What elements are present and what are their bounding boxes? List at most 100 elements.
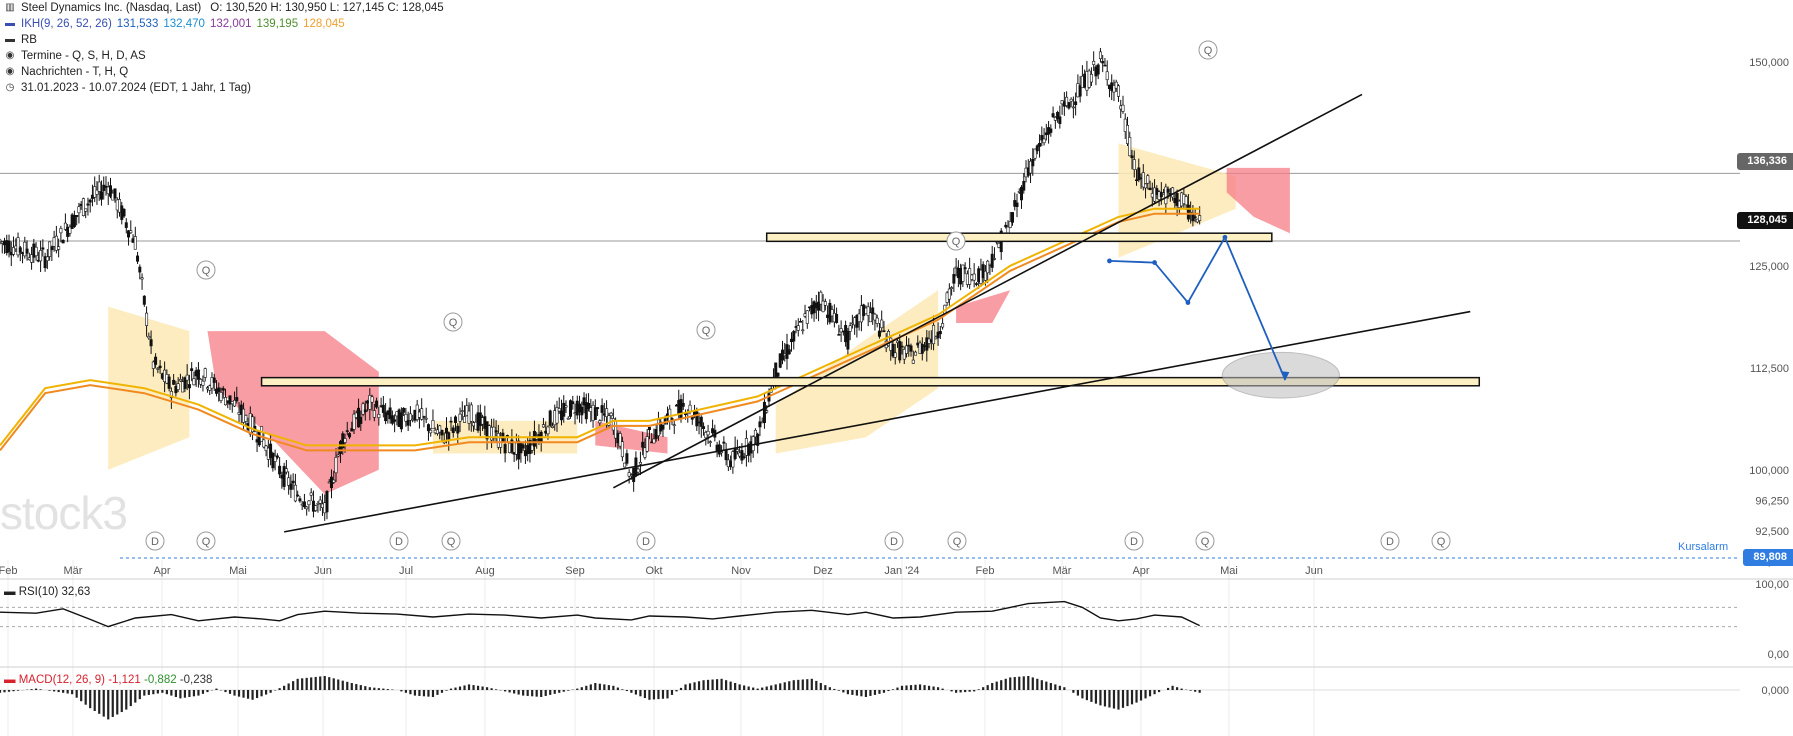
candle-body <box>45 256 49 261</box>
event-marker-quarterly[interactable]: Q <box>947 531 967 551</box>
candle-body <box>142 295 146 305</box>
candle-body <box>377 414 381 418</box>
price-tick-label: 92,500 <box>1755 526 1789 538</box>
candle-body <box>796 325 800 331</box>
event-marker-label: Q <box>1204 45 1213 57</box>
candle-body <box>1056 112 1060 120</box>
event-marker-pin <box>1198 40 1218 60</box>
date-range: 31.01.2023 - 10.07.2024 (EDT, 1 Jahr, 1 … <box>21 82 251 94</box>
candle-body <box>68 226 72 234</box>
chart-type-icon[interactable]: ▥ <box>5 2 15 13</box>
event-marker-quarterly[interactable]: Q <box>1198 40 1218 60</box>
candle-body <box>661 424 665 430</box>
candle-body <box>596 407 600 410</box>
price-axis: 150,000137,500125,000112,500100,00096,25… <box>1749 57 1789 569</box>
event-marker-pin <box>1124 531 1144 551</box>
candle-body <box>169 391 173 399</box>
legend-title-row: ▥ Steel Dynamics Inc. (Nasdaq, Last) O: … <box>4 0 444 16</box>
candle-body <box>469 404 473 422</box>
candle-body <box>742 456 746 458</box>
candle-body <box>837 334 841 336</box>
ikh-value: 132,470 <box>163 18 205 30</box>
candle-body <box>343 438 347 443</box>
legend-ikh-row[interactable]: ▬ IKH(9, 26, 52, 26) 131,533 132,470 132,0… <box>4 16 444 32</box>
rsi-tick-label: 100,00 <box>1755 579 1789 591</box>
candle-body <box>765 410 769 413</box>
candle-body <box>233 399 237 407</box>
macd-label-row[interactable]: ▬ MACD(12, 26, 9) -1,121 -0,882 -0,238 <box>4 674 212 686</box>
event-marker-dividend[interactable]: D <box>1380 531 1400 551</box>
event-marker-dividend[interactable]: D <box>884 531 904 551</box>
candle-body <box>307 500 311 506</box>
event-marker-dividend[interactable]: D <box>389 531 409 551</box>
candle-body <box>1132 159 1136 170</box>
forecast-point <box>1222 234 1228 240</box>
candle-body <box>1121 104 1125 112</box>
candle-body <box>751 436 755 451</box>
clock-icon: ◷ <box>5 82 15 93</box>
legend-news-row[interactable]: ◉ Nachrichten - T, H, Q <box>4 64 444 80</box>
rsi-label-row[interactable]: ▬ RSI(10) 32,63 <box>4 586 90 598</box>
trendline <box>612 93 1363 489</box>
candle-body <box>681 402 685 407</box>
candle-body <box>124 222 128 228</box>
candle-body <box>212 377 216 383</box>
candle-body <box>158 365 162 369</box>
candle-body <box>18 247 22 253</box>
event-marker-dividend[interactable]: D <box>1124 531 1144 551</box>
ohlc-values: O: 130,520 H: 130,950 L: 127,145 C: 128,… <box>210 2 444 14</box>
candle-body <box>695 411 699 427</box>
alarm-label[interactable]: Kursalarm <box>1678 541 1729 553</box>
candle-body <box>817 301 821 311</box>
candle-body <box>652 438 656 444</box>
legend-termine-row[interactable]: ◉ Termine - Q, S, H, D, AS <box>4 48 444 64</box>
legend-rb-row[interactable]: ▬ RB <box>4 32 444 48</box>
candle-body <box>75 214 79 217</box>
candle-body <box>623 462 627 468</box>
candle-body <box>1126 124 1130 144</box>
candle-body <box>172 379 176 385</box>
candle-body <box>363 409 367 413</box>
candle-body <box>717 444 721 455</box>
chart-grid <box>0 172 1793 736</box>
event-marker-quarterly[interactable]: Q <box>196 531 216 551</box>
legend-range-row[interactable]: ◷ 31.01.2023 - 10.07.2024 (EDT, 1 Jahr, … <box>4 80 444 96</box>
event-marker-quarterly[interactable]: Q <box>443 312 463 332</box>
event-marker-quarterly[interactable]: Q <box>696 320 716 340</box>
candle-body <box>580 406 584 416</box>
candle-body <box>521 444 525 449</box>
candle-body <box>1144 183 1148 189</box>
month-tick-label: Jun <box>1305 565 1323 577</box>
candle-body <box>183 377 187 389</box>
candle-body <box>332 479 336 483</box>
candle-body <box>1031 159 1035 167</box>
event-marker-quarterly[interactable]: Q <box>196 260 216 280</box>
candle-body <box>605 408 609 417</box>
candle-body <box>429 429 433 434</box>
event-marker-pin <box>443 312 463 332</box>
termine-label: Termine - Q, S, H, D, AS <box>21 50 146 62</box>
event-marker-quarterly[interactable]: Q <box>946 231 966 251</box>
macd-icon: ▬ <box>4 674 19 686</box>
candle-body <box>325 490 329 513</box>
candle-body <box>359 416 363 424</box>
month-tick-label: Feb <box>976 565 995 577</box>
candle-body <box>503 444 507 454</box>
candle-body <box>147 335 151 339</box>
alarm-price-badge[interactable]: 89,808 <box>1743 549 1793 566</box>
candle-body <box>228 395 232 405</box>
event-marker-dividend[interactable]: D <box>145 531 165 551</box>
candle-body <box>72 214 76 227</box>
event-marker-quarterly[interactable]: Q <box>441 531 461 551</box>
candle-body <box>638 462 642 465</box>
event-marker-quarterly[interactable]: Q <box>1431 531 1451 551</box>
event-marker-pin <box>884 531 904 551</box>
candle-body <box>185 374 189 381</box>
candle-body <box>399 412 403 430</box>
event-marker-quarterly[interactable]: Q <box>1195 531 1215 551</box>
candle-body <box>97 181 101 192</box>
candle-body <box>422 416 426 418</box>
time-axis: Feb Mär Apr Mai Jun Jul Aug Sep Okt Nov Dez Jan '24… <box>0 565 1323 577</box>
event-marker-dividend[interactable]: D <box>636 531 656 551</box>
